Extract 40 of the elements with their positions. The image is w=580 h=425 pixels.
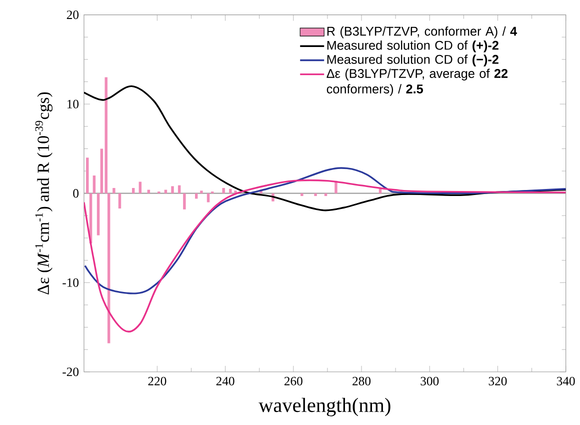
y-tick-label: -20 xyxy=(62,368,79,376)
line-series xyxy=(84,167,566,294)
line-series xyxy=(84,85,566,212)
y-tick-label: -10 xyxy=(62,278,79,287)
bar xyxy=(86,158,89,194)
x-tick-label: 340 xyxy=(556,376,575,386)
bar xyxy=(112,188,116,194)
x-tick-label: 300 xyxy=(420,376,439,386)
bar xyxy=(92,175,96,194)
x-tick-label: 240 xyxy=(216,376,234,386)
y-tick-label: 10 xyxy=(67,100,79,108)
x-axis-title: wavelength(nm) xyxy=(258,398,390,416)
y-tick-label: 0 xyxy=(73,189,79,198)
legend-label: Measured solution CD of (−)-2 xyxy=(327,54,498,66)
bar xyxy=(147,190,150,194)
bar xyxy=(300,193,304,196)
x-tick-label: 260 xyxy=(284,376,302,386)
bar xyxy=(138,182,142,194)
bar xyxy=(171,186,174,194)
bar xyxy=(178,185,181,194)
text: Δε (B3LYP/TZVP, average of 22 conformers) / 2.5 xyxy=(326,68,508,96)
x-tick-label: 280 xyxy=(352,376,371,386)
bar xyxy=(96,193,100,236)
y-tick-label: 20 xyxy=(66,10,79,20)
bar xyxy=(132,188,135,194)
bar xyxy=(378,188,382,194)
bar xyxy=(314,193,317,196)
bar xyxy=(206,193,210,202)
bar xyxy=(222,188,225,194)
legend-label: Measured solution CD of (+)-2 xyxy=(327,40,498,52)
y-axis-title: Δε (M$^{-1}$cm$^{-1}$) and R (10$^{-39}$cgs) xyxy=(35,92,52,294)
bar xyxy=(229,188,232,194)
bar xyxy=(183,193,186,210)
bar xyxy=(104,77,108,194)
bar xyxy=(164,190,168,194)
legend-label: R (B3LYP/TZVP, conformer A) / 4 xyxy=(327,26,518,38)
x-tick-label: 220 xyxy=(148,376,166,386)
bar xyxy=(200,190,203,194)
x-tick-label: 320 xyxy=(488,376,507,386)
bar xyxy=(118,193,122,208)
